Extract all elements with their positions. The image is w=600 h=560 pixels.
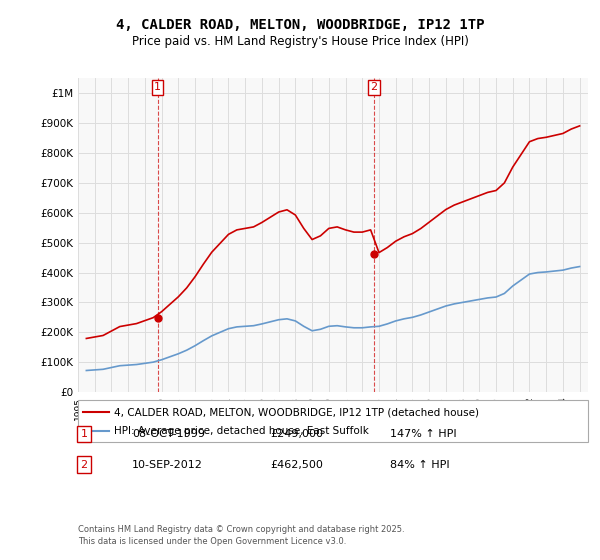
Text: £462,500: £462,500 xyxy=(270,460,323,470)
Text: £249,000: £249,000 xyxy=(270,429,323,439)
FancyBboxPatch shape xyxy=(78,400,588,442)
Text: 08-OCT-1999: 08-OCT-1999 xyxy=(132,429,205,439)
Text: 4, CALDER ROAD, MELTON, WOODBRIDGE, IP12 1TP: 4, CALDER ROAD, MELTON, WOODBRIDGE, IP12… xyxy=(116,18,484,32)
Text: 147% ↑ HPI: 147% ↑ HPI xyxy=(390,429,457,439)
Text: 2: 2 xyxy=(80,460,88,470)
Text: 4, CALDER ROAD, MELTON, WOODBRIDGE, IP12 1TP (detached house): 4, CALDER ROAD, MELTON, WOODBRIDGE, IP12… xyxy=(114,407,479,417)
Text: 1: 1 xyxy=(80,429,88,439)
Text: 2: 2 xyxy=(370,82,377,92)
Text: 84% ↑ HPI: 84% ↑ HPI xyxy=(390,460,449,470)
Text: 10-SEP-2012: 10-SEP-2012 xyxy=(132,460,203,470)
Text: 1: 1 xyxy=(154,82,161,92)
Text: Price paid vs. HM Land Registry's House Price Index (HPI): Price paid vs. HM Land Registry's House … xyxy=(131,35,469,49)
Text: HPI: Average price, detached house, East Suffolk: HPI: Average price, detached house, East… xyxy=(114,426,368,436)
Text: Contains HM Land Registry data © Crown copyright and database right 2025.
This d: Contains HM Land Registry data © Crown c… xyxy=(78,525,404,546)
